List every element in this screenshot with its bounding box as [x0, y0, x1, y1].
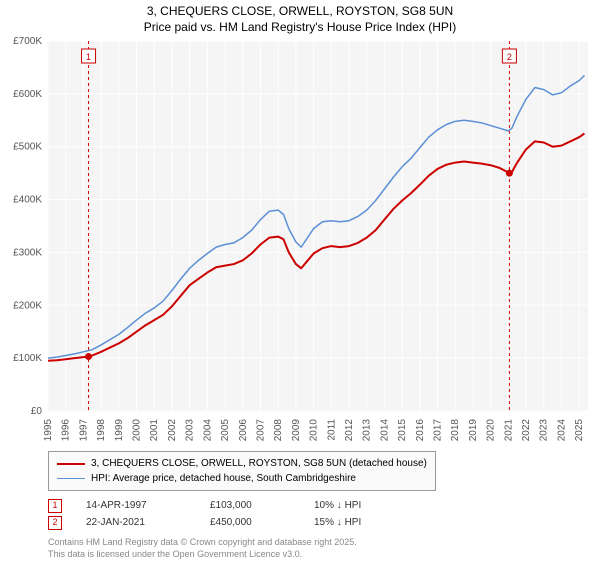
- svg-text:1997: 1997: [78, 419, 89, 442]
- svg-text:2011: 2011: [326, 419, 337, 441]
- marker-date: 22-JAN-2021: [86, 514, 186, 531]
- attribution-line1: Contains HM Land Registry data © Crown c…: [48, 537, 600, 549]
- svg-text:2010: 2010: [309, 419, 320, 442]
- svg-text:1998: 1998: [96, 419, 107, 442]
- marker-row: 2 22-JAN-2021 £450,000 15% ↓ HPI: [48, 514, 600, 531]
- marker-row: 1 14-APR-1997 £103,000 10% ↓ HPI: [48, 497, 600, 514]
- svg-text:2017: 2017: [433, 419, 444, 442]
- legend-swatch-1: [57, 463, 85, 465]
- title-block: 3, CHEQUERS CLOSE, ORWELL, ROYSTON, SG8 …: [0, 0, 600, 37]
- marker-date: 14-APR-1997: [86, 497, 186, 514]
- chart-area: £0 £100K £200K £300K £400K £500K £600K £700K 199…: [0, 37, 600, 447]
- legend-label-1: 3, CHEQUERS CLOSE, ORWELL, ROYSTON, SG8 …: [91, 456, 427, 471]
- svg-text:2019: 2019: [468, 419, 479, 442]
- marker-badge: 2: [48, 516, 62, 530]
- svg-text:2014: 2014: [379, 419, 390, 442]
- marker-diff: 15% ↓ HPI: [314, 514, 394, 531]
- svg-text:2003: 2003: [185, 419, 196, 442]
- svg-text:2004: 2004: [202, 419, 213, 442]
- legend-row: 3, CHEQUERS CLOSE, ORWELL, ROYSTON, SG8 …: [57, 456, 427, 471]
- attribution: Contains HM Land Registry data © Crown c…: [48, 537, 600, 560]
- svg-text:2013: 2013: [362, 419, 373, 442]
- svg-text:1995: 1995: [43, 419, 54, 442]
- svg-text:2024: 2024: [556, 419, 567, 442]
- svg-text:£400K: £400K: [13, 195, 42, 206]
- svg-text:2009: 2009: [291, 419, 302, 442]
- marker-price: £103,000: [210, 497, 290, 514]
- svg-text:2000: 2000: [132, 419, 143, 442]
- svg-text:2021: 2021: [503, 419, 514, 442]
- title-line2: Price paid vs. HM Land Registry's House …: [0, 20, 600, 36]
- legend-row: HPI: Average price, detached house, Sout…: [57, 471, 427, 486]
- svg-text:£200K: £200K: [13, 300, 42, 311]
- svg-text:2: 2: [507, 52, 512, 62]
- svg-text:2023: 2023: [539, 419, 550, 442]
- legend: 3, CHEQUERS CLOSE, ORWELL, ROYSTON, SG8 …: [48, 451, 436, 491]
- svg-text:2005: 2005: [220, 419, 231, 442]
- marker-price: £450,000: [210, 514, 290, 531]
- title-line1: 3, CHEQUERS CLOSE, ORWELL, ROYSTON, SG8 …: [0, 4, 600, 20]
- svg-text:£0: £0: [31, 406, 43, 417]
- svg-text:2020: 2020: [486, 419, 497, 442]
- svg-text:1999: 1999: [114, 419, 125, 442]
- svg-text:£500K: £500K: [13, 142, 42, 153]
- svg-text:2025: 2025: [574, 419, 585, 442]
- marker-badge: 1: [48, 499, 62, 513]
- markers-table: 1 14-APR-1997 £103,000 10% ↓ HPI 2 22-JA…: [48, 497, 600, 531]
- chart-svg: £0 £100K £200K £300K £400K £500K £600K £700K 199…: [0, 37, 600, 447]
- svg-text:1: 1: [86, 52, 91, 62]
- svg-text:2015: 2015: [397, 419, 408, 442]
- attribution-line2: This data is licensed under the Open Gov…: [48, 549, 600, 561]
- svg-text:£600K: £600K: [13, 89, 42, 100]
- svg-text:2002: 2002: [167, 419, 178, 442]
- svg-text:1996: 1996: [61, 419, 72, 442]
- svg-text:2001: 2001: [149, 419, 160, 442]
- svg-text:2012: 2012: [344, 419, 355, 442]
- svg-text:2018: 2018: [450, 419, 461, 442]
- svg-text:2016: 2016: [415, 419, 426, 442]
- legend-swatch-2: [57, 478, 85, 479]
- marker-diff: 10% ↓ HPI: [314, 497, 394, 514]
- svg-text:£300K: £300K: [13, 248, 42, 259]
- svg-text:2006: 2006: [238, 419, 249, 442]
- svg-text:£700K: £700K: [13, 37, 42, 47]
- chart-container: 3, CHEQUERS CLOSE, ORWELL, ROYSTON, SG8 …: [0, 0, 600, 560]
- legend-label-2: HPI: Average price, detached house, Sout…: [91, 471, 356, 486]
- svg-text:2022: 2022: [521, 419, 532, 442]
- svg-text:2008: 2008: [273, 419, 284, 442]
- svg-text:2007: 2007: [255, 419, 266, 442]
- svg-text:£100K: £100K: [13, 353, 42, 364]
